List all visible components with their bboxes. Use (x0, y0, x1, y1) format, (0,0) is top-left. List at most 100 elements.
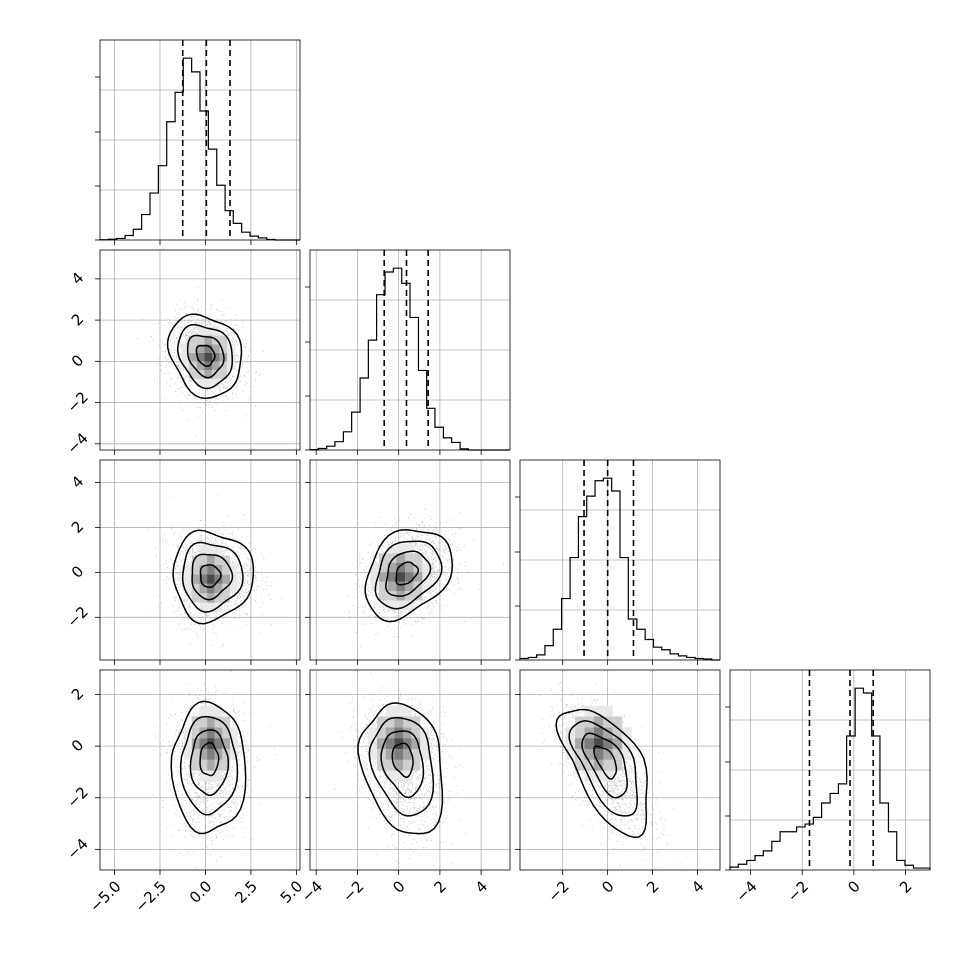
density-cell (612, 727, 623, 739)
hist-panel-2 (515, 459, 721, 665)
density-cell (207, 602, 215, 613)
density-cell (368, 738, 378, 749)
density-cell (207, 564, 215, 575)
contour-line (181, 541, 244, 613)
density-cell (422, 562, 432, 573)
density-panel-0-2: −2 0 2 4 (63, 459, 301, 665)
contour-line (568, 720, 638, 817)
density-cell (622, 727, 632, 739)
density-cell (612, 738, 623, 749)
density-cell (191, 759, 200, 771)
density-cell (230, 748, 238, 760)
density-cell (394, 738, 403, 749)
density-cell (204, 370, 212, 379)
contour-line (166, 313, 243, 400)
density-cell (196, 335, 205, 345)
density-cell (199, 738, 208, 749)
density-cell (411, 748, 421, 760)
density-cell (214, 705, 223, 717)
density-cell (212, 361, 220, 371)
hist-step-line (99, 57, 300, 241)
density-cell (411, 727, 421, 739)
hist-step-line (519, 477, 720, 661)
contour-line (385, 550, 432, 597)
density-cell (622, 748, 632, 760)
x-tick-label: 2 (896, 877, 915, 896)
contour-line (357, 702, 444, 835)
density-cell (204, 326, 212, 336)
x-tick-label: 0 (598, 877, 617, 896)
density-cell (394, 770, 403, 782)
y-tick-label: −4 (63, 429, 91, 457)
y-tick-label: −2 (63, 603, 91, 631)
contour-line (191, 553, 234, 601)
density-cell (214, 770, 223, 782)
y-tick-label: −2 (63, 388, 91, 416)
density-cell (227, 361, 235, 371)
density-cell (584, 759, 594, 771)
density-cell (385, 716, 395, 728)
density-cell (411, 759, 421, 771)
density-cell (196, 352, 205, 362)
y-tick-label: 0 (68, 736, 87, 755)
axes-frame (99, 39, 301, 241)
density-cell (181, 361, 190, 371)
density-cell (603, 770, 613, 782)
density-cell (379, 572, 388, 582)
density-cell (387, 591, 397, 601)
density-cell (368, 748, 378, 760)
density-cell (402, 770, 412, 782)
density-cell (411, 738, 421, 749)
contour-line (593, 745, 618, 780)
density-cell (222, 716, 230, 728)
density-cell (230, 727, 238, 739)
density-cell (379, 562, 388, 573)
density-cell (207, 727, 215, 739)
contour-line (391, 742, 414, 778)
y-tick-label: −4 (63, 835, 91, 863)
density-cell (387, 562, 397, 573)
contour-line (170, 700, 247, 835)
density-cell (199, 602, 208, 613)
density-cell (219, 361, 228, 371)
x-tick-label: −4 (298, 877, 326, 905)
density-cell (191, 583, 200, 594)
density-cell (612, 716, 623, 728)
density-cell (402, 748, 412, 760)
density-cell (584, 748, 594, 760)
density-cell (204, 352, 212, 362)
density-cell (207, 546, 215, 556)
density-cell (199, 770, 208, 782)
contour-line (374, 540, 443, 610)
density-cell (214, 583, 223, 594)
hist-step-line (309, 267, 510, 451)
density-cell (212, 378, 220, 388)
density-cell (593, 770, 604, 782)
x-tick-label: 2 (643, 877, 662, 896)
x-tick-label: −2 (544, 877, 572, 905)
contour-line (555, 708, 648, 839)
density-cell (413, 572, 423, 582)
density-cell (222, 555, 230, 565)
density-cell (219, 344, 228, 353)
axes-frame (519, 459, 721, 661)
density-cell (199, 716, 208, 728)
density-cell (191, 727, 200, 739)
axes-frame (309, 459, 511, 661)
density-cell (575, 759, 585, 771)
density-cell (214, 759, 223, 771)
density-cell (222, 583, 230, 594)
density-cell (385, 770, 395, 782)
density-cell (405, 562, 414, 573)
y-tick-label: 4 (68, 472, 87, 491)
density-cell (199, 555, 208, 565)
density-cell (189, 370, 197, 379)
density-cell (402, 738, 412, 749)
density-cell (214, 574, 223, 584)
density-cell (575, 738, 585, 749)
density-cell (420, 738, 429, 749)
contour-line (581, 732, 628, 799)
x-tick-label: −5.0 (86, 877, 124, 915)
density-cell (593, 705, 604, 717)
contour-line (179, 715, 239, 816)
